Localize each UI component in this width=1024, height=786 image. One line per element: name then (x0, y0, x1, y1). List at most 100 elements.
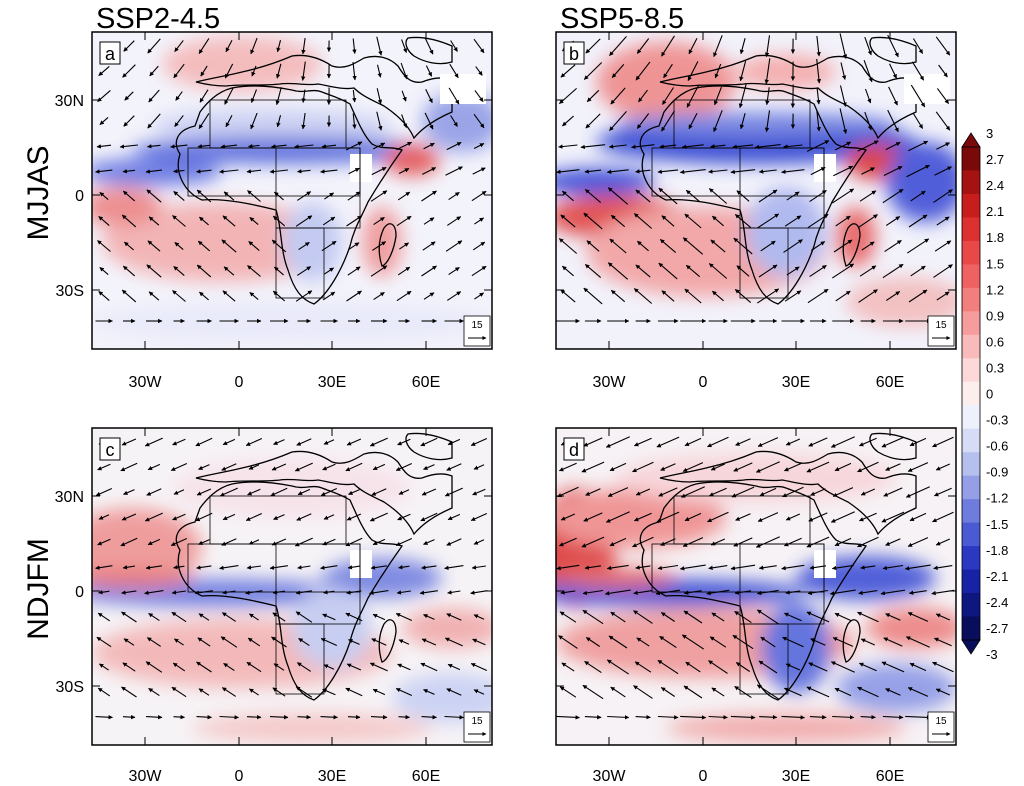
wind-vector-c (371, 488, 387, 496)
wind-vector-a (296, 191, 312, 201)
wind-vector-b (658, 262, 678, 280)
wind-vector-c (446, 613, 462, 621)
wind-vector-b (912, 38, 924, 54)
panel-label-b: b (569, 44, 579, 64)
wind-vector-d (657, 659, 679, 675)
wind-vector-a (170, 144, 188, 149)
wind-vector-c (95, 565, 113, 570)
wind-vector-c (346, 513, 362, 521)
wind-vector-d (807, 589, 829, 596)
wind-vector-b (908, 289, 928, 303)
wind-vector-a (249, 291, 259, 301)
field-anomaly-c (92, 458, 492, 743)
wind-vector-d (560, 513, 576, 521)
lon-tick-0-d: 0 (699, 768, 708, 785)
wind-vector-b (910, 84, 926, 108)
wind-vector-b (684, 213, 702, 229)
wind-vector-d (834, 612, 852, 622)
wind-vector-b (739, 38, 746, 55)
wind-vectors-b (556, 33, 953, 324)
wind-vector-a (250, 112, 258, 130)
wind-vector-c (446, 688, 462, 696)
wind-vector-c (147, 463, 161, 471)
colorbar-label: 2.7 (986, 152, 1004, 167)
lat-tick-0-c: 0 (75, 584, 84, 601)
wind-vector-b (863, 60, 873, 83)
wind-vector-c (147, 538, 161, 546)
wind-vector-d (932, 511, 954, 523)
colorbar-bin (962, 428, 980, 453)
wind-vector-b (663, 63, 673, 79)
wind-vector-b (562, 190, 574, 202)
wind-vector-b (611, 64, 625, 78)
wind-vector-b (858, 289, 878, 303)
lon-tick-30w-d: 30W (593, 768, 627, 785)
wind-vector-c (170, 537, 188, 547)
wind-vector-c (296, 438, 312, 446)
wind-vector-b (584, 263, 602, 279)
wind-vector-a (249, 216, 259, 226)
wind-vector-d (711, 612, 725, 622)
wind-vector-d (785, 513, 801, 521)
wind-vector-b (764, 35, 771, 58)
colorbar-label: 1.2 (986, 282, 1004, 297)
wind-vector-c (99, 663, 109, 671)
wind-vector-b (839, 33, 848, 59)
wind-vector-b (586, 89, 600, 103)
wind-vector-a (450, 40, 458, 52)
wind-vector-b (730, 169, 756, 175)
wind-vector-b (839, 108, 848, 134)
wind-vector-b (758, 169, 777, 174)
wind-vector-c (198, 539, 210, 545)
wind-vector-b (633, 288, 653, 304)
wind-vector-c (473, 464, 485, 470)
wind-vector-a (449, 63, 459, 79)
wind-vector-d (708, 715, 728, 720)
wind-vector-c (398, 489, 410, 495)
panel-a: a 15 30N 0 30S 30W 0 30E 60E (55, 31, 493, 391)
wind-vector-b (638, 89, 648, 103)
wind-vector-c (121, 611, 137, 623)
wind-vector-d (834, 687, 852, 697)
wind-vector-b (662, 87, 674, 105)
wind-vector-d (734, 610, 752, 624)
lat-tick-30n-c: 30N (55, 489, 84, 506)
wind-vector-c (472, 638, 486, 646)
wind-vector-d (860, 638, 876, 646)
wind-vector-c (95, 715, 113, 720)
wind-vector-a (423, 292, 435, 300)
wind-vector-a (174, 241, 184, 251)
wind-vector-d (858, 437, 877, 447)
wind-vector-b (887, 109, 899, 133)
wind-vector-c (295, 590, 312, 595)
wind-vector-b (885, 291, 901, 301)
wind-vector-c (171, 686, 187, 698)
colorbar-bin (962, 193, 980, 218)
wind-vector-c (122, 662, 136, 672)
wind-vector-d (781, 564, 805, 571)
colorbar-bin (962, 381, 980, 406)
wind-vector-b (684, 288, 702, 304)
wind-vector-d (785, 438, 801, 446)
wind-vector-a (400, 62, 408, 80)
wind-vector-b (610, 87, 626, 105)
wind-vector-d (756, 684, 780, 700)
wind-vector-a (471, 190, 487, 202)
wind-vector-c (272, 590, 285, 595)
wind-vector-c (173, 489, 185, 495)
wind-vector-c (245, 590, 263, 595)
wind-vector-c (196, 565, 212, 570)
wind-vector-b (906, 164, 930, 178)
wind-vector-b (609, 36, 627, 56)
wind-vector-d (605, 436, 630, 448)
wind-vector-c (122, 565, 135, 570)
wind-vector-a (250, 89, 258, 103)
wind-vector-a (122, 190, 136, 202)
wind-vector-c (372, 538, 386, 546)
wind-vector-c (96, 636, 112, 648)
colorbar-label: -0.9 (986, 465, 1008, 480)
wind-vector-c (172, 662, 186, 672)
wind-vector-d (657, 715, 679, 720)
wind-vector-a (473, 143, 485, 149)
wind-vector-c (320, 487, 338, 497)
